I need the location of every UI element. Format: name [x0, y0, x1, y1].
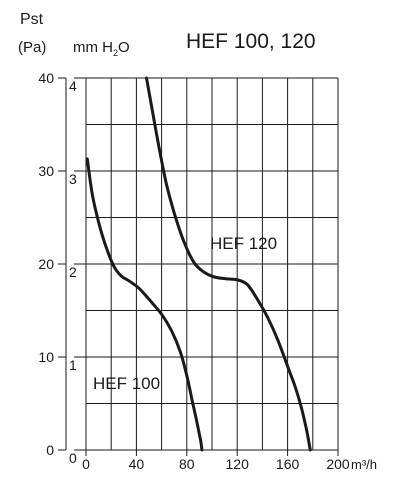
- y-right-tick-label: 3: [69, 171, 77, 187]
- x-tick-label: 200: [326, 456, 350, 472]
- y-left-tick-label: 0: [46, 442, 54, 458]
- x-tick-label: 0: [82, 456, 90, 472]
- y-right-tick-label: 1: [69, 357, 77, 373]
- series-layer: [85, 76, 312, 452]
- y-left-tick-label: 20: [38, 256, 54, 272]
- x-tick-label: 40: [129, 456, 145, 472]
- series-line-hef-120: [145, 76, 312, 452]
- series-label-hef-120: HEF 120: [210, 234, 277, 253]
- series-label-hef-100: HEF 100: [93, 374, 160, 393]
- y-right-tick-label: 4: [69, 78, 77, 94]
- y-right-label: mm H2O: [73, 39, 130, 58]
- x-tick-label: 120: [226, 456, 250, 472]
- x-axis-unit: m³/h: [351, 457, 377, 472]
- y-right-tick-label: 2: [69, 264, 77, 280]
- y-left-tick-label: 40: [38, 70, 54, 86]
- y-right-label-end: O: [118, 39, 130, 56]
- y-right-tick-label: 0: [69, 450, 77, 466]
- chart-title: HEF 100, 120: [186, 30, 316, 53]
- y-left-label-top: Pst: [20, 11, 44, 28]
- x-tick-label: 80: [179, 456, 195, 472]
- y-left-tick-label: 30: [38, 163, 54, 179]
- y-right-label-main: mm H: [73, 39, 113, 56]
- y-left-label-unit: (Pa): [18, 39, 46, 56]
- series-line-hef-100: [85, 157, 204, 452]
- chart-grid: [58, 77, 339, 456]
- x-tick-label: 160: [276, 456, 300, 472]
- y-right-label-sub: 2: [113, 48, 118, 58]
- y-left-tick-label: 10: [38, 349, 54, 365]
